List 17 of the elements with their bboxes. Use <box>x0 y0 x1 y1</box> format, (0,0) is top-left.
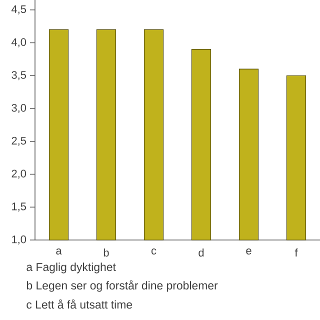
y-tick-label: 4,5 <box>11 5 26 14</box>
x-tick-label: e <box>246 248 252 255</box>
y-tick-label: 1,5 <box>12 202 26 212</box>
x-tick-label: d <box>198 248 204 257</box>
x-tick-label: a <box>56 248 62 255</box>
x-tick-label: c <box>151 248 156 255</box>
y-tick-label: 2,5 <box>12 136 26 146</box>
text: c Lett å få utsatt time <box>26 299 132 309</box>
y-tick-label: 3,5 <box>12 71 26 80</box>
text: a Faglig dyktighet <box>26 262 116 274</box>
y-tick-label: 3,0 <box>12 104 26 114</box>
y-tick-label: 2,0 <box>12 170 26 179</box>
x-tick-label: b <box>104 248 109 257</box>
y-tick-label: 4,0 <box>11 38 26 48</box>
x-tick-label: f <box>294 248 298 256</box>
y-tick-label: 1,0 <box>12 235 26 245</box>
text: b Legen ser og forstår dine problemer <box>26 280 218 292</box>
